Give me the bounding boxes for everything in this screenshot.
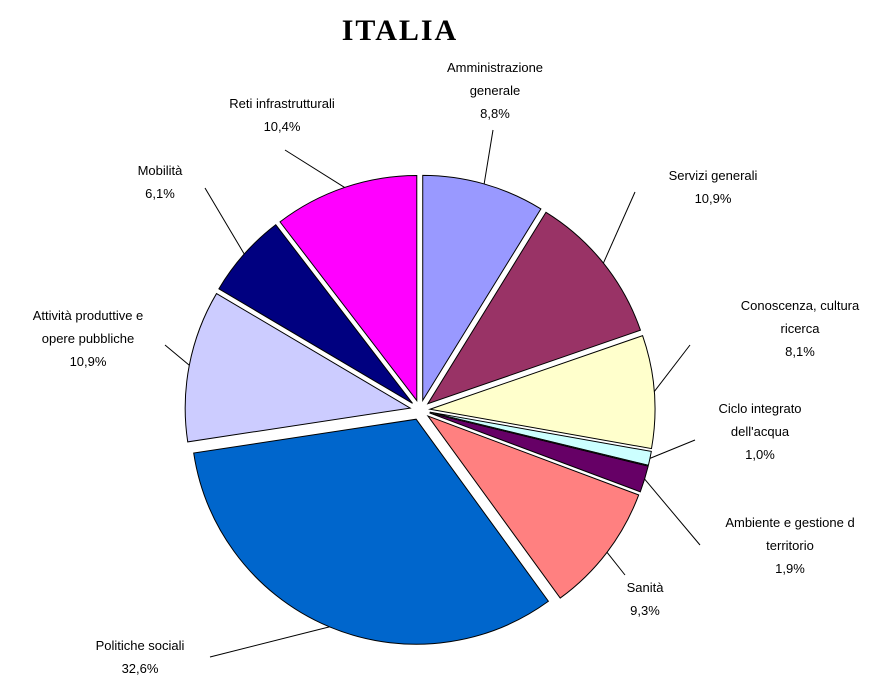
leader-line <box>209 626 330 658</box>
leader-line <box>204 187 245 255</box>
pie-slice <box>184 292 412 443</box>
leader-line <box>483 129 494 185</box>
slice-label: Conoscenza, cultura ricerca <box>741 298 860 336</box>
pie-slice <box>193 418 550 645</box>
slice-label: Ciclo integrato dell'acqua <box>718 401 801 439</box>
leader-line <box>653 344 691 392</box>
value-label: 1,0% <box>745 447 775 462</box>
slice-label: Sanità <box>627 580 665 595</box>
leader-line <box>164 344 190 366</box>
value-label: 8,1% <box>785 344 815 359</box>
slice-label: Ambiente e gestione d territorio <box>725 515 854 553</box>
leader-line <box>602 191 636 264</box>
value-label: 10,9% <box>70 354 107 369</box>
slice-label: Amministrazione generale <box>447 60 543 98</box>
pie-slice <box>422 174 542 403</box>
value-label: 6,1% <box>145 186 175 201</box>
slice-label: Attività produttive e opere pubbliche <box>33 308 144 346</box>
leader-line <box>644 478 701 546</box>
value-label: 1,9% <box>775 561 805 576</box>
value-label: 9,3% <box>630 603 660 618</box>
pie-slice <box>426 211 642 405</box>
leader-line <box>649 439 696 459</box>
value-label: 10,4% <box>264 119 301 134</box>
pie-slice <box>218 224 413 404</box>
slice-label: Mobilità <box>138 163 184 178</box>
pie-slice <box>426 415 640 599</box>
chart-title: ITALIA <box>342 14 458 47</box>
value-label: 8,8% <box>480 106 510 121</box>
slice-label: Servizi generali <box>669 168 758 183</box>
slice-label: Politiche sociali <box>96 638 185 653</box>
slice-label: Reti infrastrutturali <box>229 96 335 111</box>
value-label: 32,6% <box>122 661 159 676</box>
leader-line <box>606 551 626 576</box>
value-label: 10,9% <box>695 191 732 206</box>
pie-slice <box>427 335 656 450</box>
leader-line <box>284 149 345 188</box>
